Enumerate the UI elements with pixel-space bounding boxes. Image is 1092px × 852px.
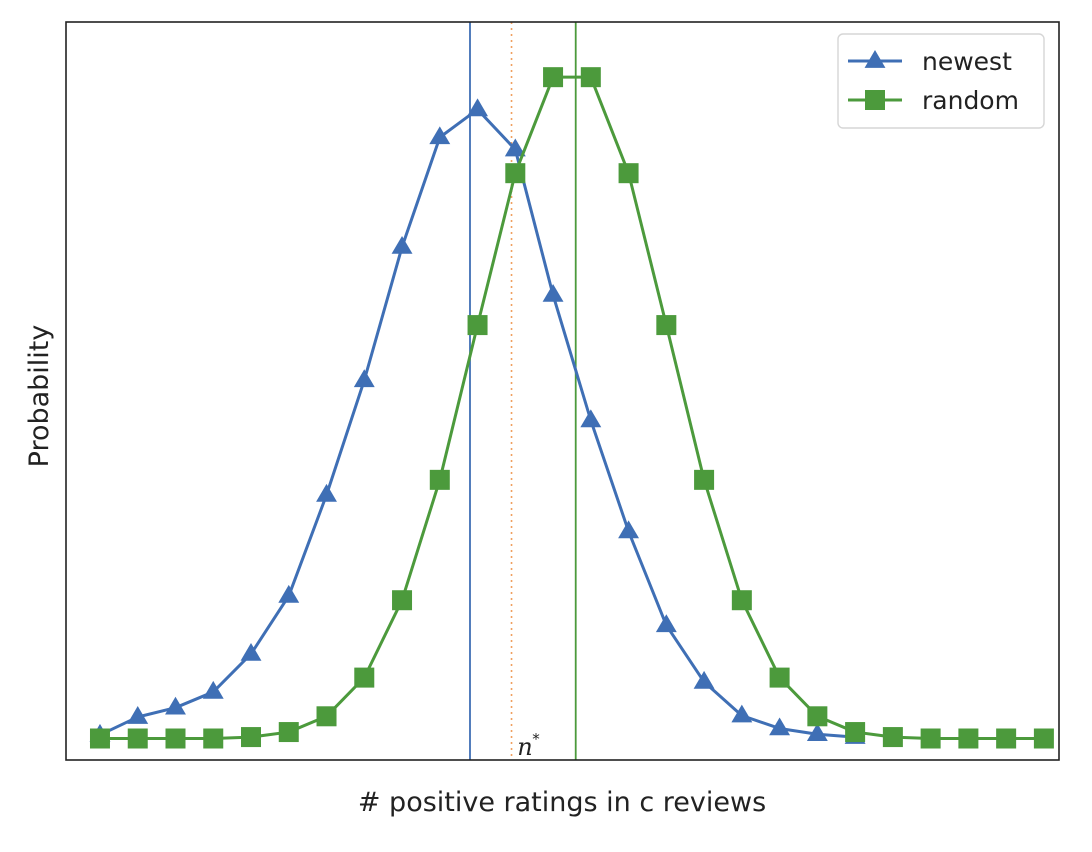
random-point xyxy=(316,706,337,727)
random-point xyxy=(580,67,601,88)
newest-point xyxy=(806,723,828,742)
random-point xyxy=(920,728,941,749)
newest-point xyxy=(127,706,149,724)
random-point xyxy=(882,727,903,748)
newest-point xyxy=(467,98,488,117)
newest-point xyxy=(202,680,224,699)
series-newest xyxy=(89,98,866,744)
legend-label: random xyxy=(922,86,1019,115)
newest-point xyxy=(769,717,791,736)
newest-point xyxy=(693,670,715,689)
series-layer xyxy=(89,67,1054,749)
random-point xyxy=(392,590,413,611)
newest-point xyxy=(731,704,753,723)
legend-entry-newest: newest xyxy=(848,47,1012,76)
y-axis-label: Probability xyxy=(24,325,55,468)
random-point xyxy=(958,728,979,749)
newest-point xyxy=(165,696,186,715)
random-point xyxy=(845,722,866,743)
random-point xyxy=(467,315,488,336)
random-point xyxy=(127,728,148,749)
random-point xyxy=(241,727,262,748)
random-point xyxy=(618,163,639,184)
newest-point xyxy=(429,126,451,145)
newest-point xyxy=(353,369,375,388)
random-point xyxy=(278,722,299,743)
random-point xyxy=(203,728,224,749)
series-random xyxy=(89,67,1054,749)
random-point xyxy=(165,728,186,749)
annotation-label: n xyxy=(517,733,532,761)
legend-box xyxy=(837,33,1045,129)
legend-label: newest xyxy=(922,47,1012,76)
newest-point xyxy=(278,584,300,603)
random-point xyxy=(807,706,828,727)
random-point xyxy=(543,67,564,88)
random-point xyxy=(996,728,1017,749)
newest-point xyxy=(542,283,564,302)
random-point xyxy=(89,728,110,749)
newest-point xyxy=(316,483,337,502)
legend-marker xyxy=(864,50,886,68)
annotations: n * xyxy=(517,730,540,761)
newest-point xyxy=(618,520,640,539)
random-point xyxy=(429,469,450,490)
annotation-superscript: * xyxy=(532,730,540,748)
legend-marker xyxy=(865,90,885,110)
random-point xyxy=(1033,728,1054,749)
random-point xyxy=(505,163,526,184)
plot-background xyxy=(66,22,1059,760)
newest-point xyxy=(504,138,526,157)
random-point xyxy=(731,590,752,611)
plot-frame xyxy=(65,21,1060,761)
newest-point xyxy=(580,409,602,428)
newest-point xyxy=(240,642,262,661)
legend: newest random xyxy=(837,33,1045,129)
random-point xyxy=(656,315,677,336)
random-point xyxy=(769,667,790,688)
x-axis-label: # positive ratings in c reviews xyxy=(358,787,766,818)
newest-point xyxy=(655,614,677,633)
random-point xyxy=(694,469,715,490)
reference-lines xyxy=(469,22,577,760)
legend-entry-random: random xyxy=(848,86,1019,115)
random-point xyxy=(354,667,375,688)
newest-point xyxy=(391,235,413,254)
